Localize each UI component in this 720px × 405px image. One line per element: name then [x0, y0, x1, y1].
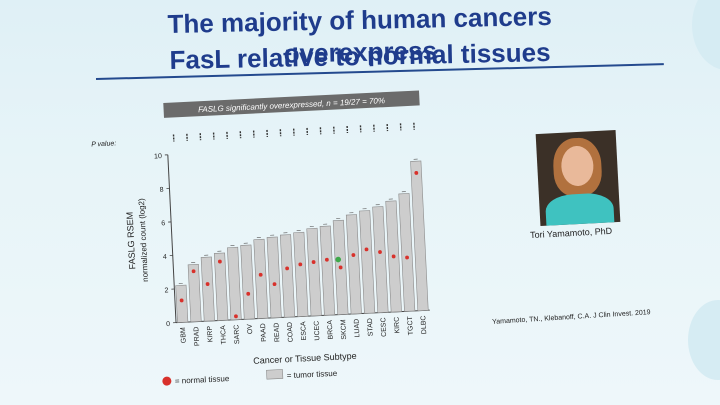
chart-container: FASLG significantly overexpressed, n = 1… [81, 79, 455, 396]
x-tick-label-dlbc: DLBC [420, 315, 428, 334]
normal-dot-skcm [338, 265, 343, 270]
legend-tumor-swatch [266, 369, 284, 380]
x-tick-label-brca: BRCA [327, 320, 335, 340]
bar-thca [213, 252, 229, 321]
x-tick-label-read: READ [273, 322, 281, 342]
photo-caption: Tori Yamamoto, PhD [529, 225, 613, 241]
bar-chart: FASLG significantly overexpressed, n = 1… [91, 90, 430, 386]
researcher-photo [535, 129, 621, 227]
x-tick-label-luad: LUAD [354, 319, 362, 338]
x-axis-label: Cancer or Tissue Subtype [253, 351, 357, 366]
normal-dot-esca [298, 262, 303, 267]
x-tick-label-kirc: KIRC [394, 317, 402, 334]
bar-prad [187, 263, 202, 323]
x-tick-label-ov: OV [247, 323, 255, 334]
bar-gbm [175, 284, 189, 323]
y-axis-label-line2: normalized count (log2) [137, 198, 150, 282]
bar-brca [319, 225, 336, 316]
bar-ov [240, 244, 255, 320]
bar-kirp [200, 256, 215, 322]
x-tick-label-thca: THCA [220, 325, 228, 345]
y-axis [167, 154, 177, 323]
legend-normal-label: = normal tissue [175, 374, 230, 386]
normal-dot-prad [191, 269, 196, 274]
photo-shirt [544, 192, 615, 227]
highlight-mark-skcm [335, 256, 342, 263]
normal-dot-paad [258, 272, 263, 277]
normal-dot-ucec [311, 260, 316, 264]
normal-dot-read [272, 282, 277, 287]
y-tick-label: 6 [161, 220, 165, 227]
y-tick-label: 8 [159, 187, 163, 194]
x-tick-label-paad: PAAD [260, 323, 268, 342]
x-tick-label-prad: PRAD [193, 326, 201, 346]
x-tick-label-cesc: CESC [380, 317, 388, 337]
bar-read [266, 236, 282, 319]
x-tick-label-skcm: SKCM [340, 319, 348, 340]
citation: Yamamoto, TN., Klebanoff, C.A. J Clin In… [491, 309, 651, 326]
x-tick-label-stad: STAD [367, 318, 375, 336]
normal-dot-luad [351, 253, 356, 257]
pvalue-label: P value: [91, 140, 116, 148]
x-tick-label-tgct: TGCT [407, 315, 415, 335]
x-tick-label-sarc: SARC [233, 324, 241, 344]
y-tick-label: 2 [164, 287, 168, 294]
x-tick-label-ucec: UCEC [313, 321, 321, 341]
x-tick-label-coad: COAD [287, 322, 295, 343]
bar-paad [253, 238, 269, 319]
normal-dot-ov [246, 291, 251, 296]
normal-dot-stad [364, 247, 369, 252]
bar-cesc [372, 206, 389, 314]
normal-dot-kirp [205, 282, 210, 286]
bar-dlbc [410, 160, 429, 312]
y-tick-label: 10 [154, 153, 162, 160]
legend-normal-swatch [162, 376, 172, 386]
bar-sarc [227, 246, 242, 321]
banner-box [163, 90, 420, 118]
y-axis-label-line1: FASLG RSEM [125, 212, 138, 270]
bar-coad [279, 234, 296, 318]
bar-stad [359, 210, 376, 314]
background-blob [692, 0, 720, 70]
normal-dot-cesc [378, 250, 382, 254]
legend-tumor-label: = tumor tissue [287, 369, 338, 380]
normal-dot-coad [285, 266, 290, 271]
bar-ucec [306, 227, 322, 317]
x-tick-label-gbm: GBM [180, 327, 188, 343]
normal-dot-gbm [179, 298, 184, 303]
y-tick-label: 0 [166, 321, 170, 328]
y-tick-label: 4 [163, 254, 167, 261]
x-tick-label-kirp: KIRP [207, 325, 215, 342]
normal-dot-sarc [234, 314, 238, 319]
background-blob [688, 300, 720, 380]
bar-esca [293, 231, 309, 317]
normal-dot-tgct [405, 255, 409, 260]
bar-luad [345, 214, 362, 315]
normal-dot-thca [217, 259, 222, 264]
bar-tgct [398, 193, 416, 312]
normal-dot-brca [324, 257, 329, 262]
normal-dot-dlbc [414, 171, 419, 175]
x-tick-label-esca: ESCA [300, 321, 308, 341]
normal-dot-kirc [391, 254, 396, 259]
